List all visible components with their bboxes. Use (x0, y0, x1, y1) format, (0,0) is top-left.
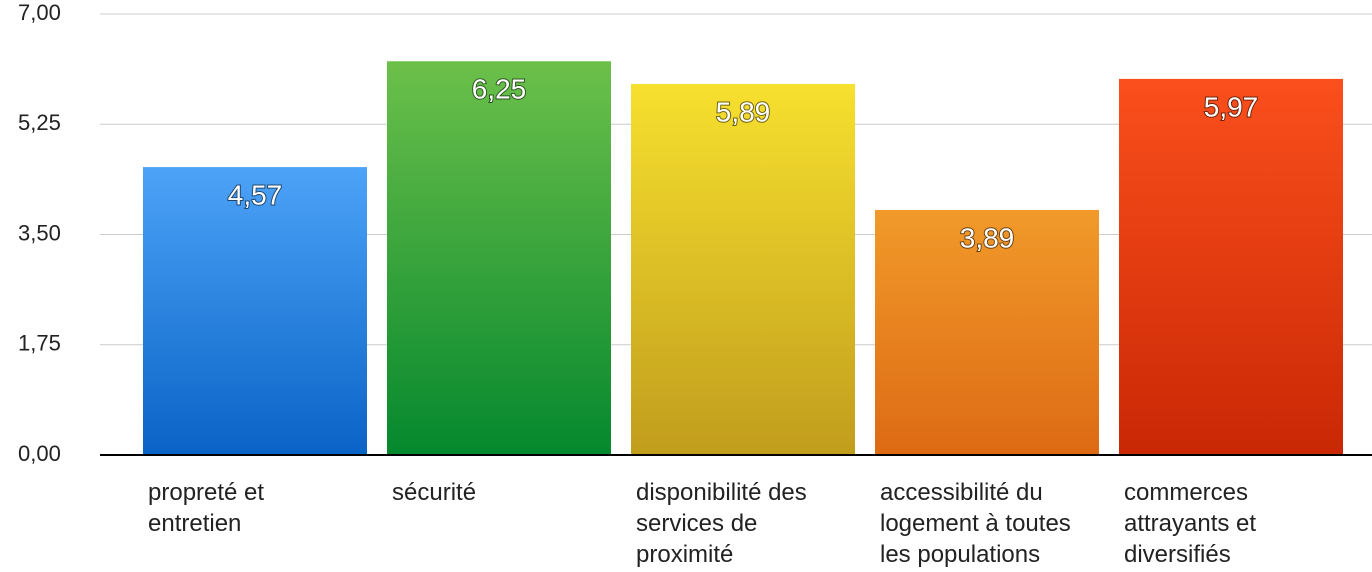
value-label: 3,89 (960, 222, 1015, 253)
x-tick-label: commerces attrayants et diversifiés (1124, 479, 1257, 568)
y-tick-label: 0,00 (18, 441, 61, 466)
x-tick-label: propreté et entretien (148, 479, 265, 537)
x-tick-label: accessibilité du logement à toutes les p… (880, 479, 1071, 568)
value-label: 6,25 (472, 74, 527, 105)
y-tick-label: 1,75 (18, 331, 61, 356)
bar (1119, 78, 1343, 455)
value-label: 5,89 (716, 96, 771, 127)
bar (631, 83, 855, 456)
y-tick-label: 7,00 (18, 0, 61, 25)
bar (143, 167, 367, 455)
x-tick-label: disponibilité des services de proximité (636, 479, 807, 568)
value-label: 5,97 (1204, 91, 1259, 122)
bar (387, 61, 611, 455)
y-tick-label: 3,50 (18, 220, 61, 245)
y-tick-label: 5,25 (18, 110, 61, 135)
value-label: 4,57 (228, 179, 283, 210)
x-tick-label: sécurité (392, 479, 477, 506)
bar (875, 209, 1099, 455)
